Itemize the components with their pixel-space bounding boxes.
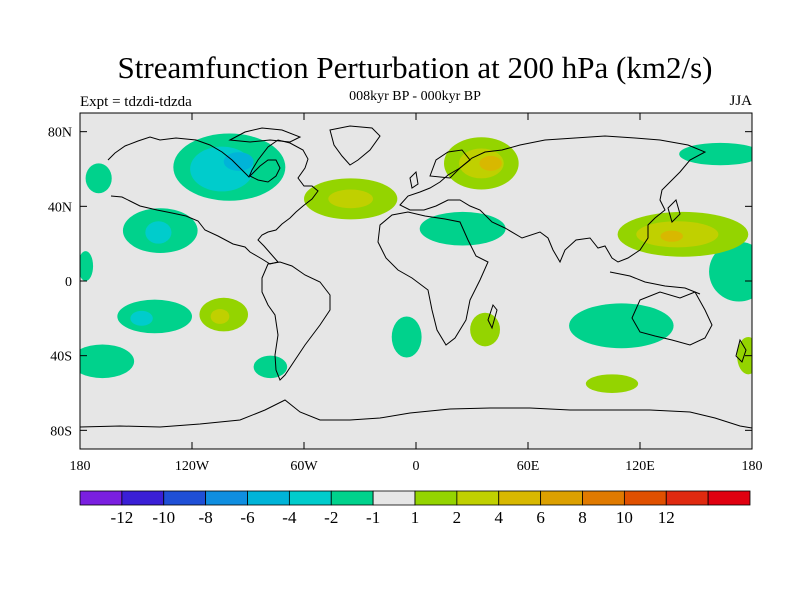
colorbar-swatch-11: [540, 490, 583, 506]
lat-tick-label-0: 80N: [48, 126, 72, 141]
anomaly-region-3: [223, 152, 254, 171]
experiment-label: Expt = tdzdi-tdzda: [80, 94, 192, 110]
colorbar-label-12: 10: [616, 508, 633, 527]
colorbar-label-10: 6: [536, 508, 545, 527]
lon-tick-label-3: 0: [413, 459, 420, 474]
anomaly-region-26: [470, 312, 501, 347]
map-axes: 180 120W 60W 0 60E 120E 180 80N 40N 0 40S 80S: [48, 113, 763, 474]
coastline-madagascar: [487, 303, 498, 330]
anomaly-region-18: [479, 155, 502, 171]
coastline-australia: [631, 291, 713, 346]
colorbar-swatch-4: [247, 490, 290, 506]
lon-tick-label-2: 60W: [290, 459, 318, 474]
coastline-africa: [377, 211, 489, 346]
colorbar-swatch-6: [330, 490, 374, 506]
colorbar-label-4: -4: [282, 508, 297, 527]
colorbar-label-3: -6: [240, 508, 254, 527]
colorbar-label-2: -8: [199, 508, 213, 527]
coastline-new-zealand: [735, 338, 747, 363]
anomaly-region-7: [117, 299, 192, 334]
lon-tick-label-5: 120E: [625, 459, 655, 474]
colorbar-swatch-10: [498, 490, 542, 506]
anomaly-region-9: [80, 344, 135, 379]
coastline-north-america: [107, 136, 319, 265]
map-subtitle: 008kyr BP - 000kyr BP: [349, 89, 481, 104]
coastline-hudson-bay: [249, 159, 281, 183]
anomaly-region-11: [391, 316, 422, 358]
colorbar-label-11: 8: [578, 508, 587, 527]
lon-tick-label-1: 120W: [175, 459, 210, 474]
coastlines: [80, 125, 752, 429]
anomaly-region-23: [660, 230, 683, 242]
anomaly-region-10: [253, 355, 288, 379]
colorbar-label-8: 2: [453, 508, 462, 527]
anomaly-region-8: [130, 310, 153, 326]
colorbar-label-9: 4: [495, 508, 504, 527]
coastline-british-isles: [409, 170, 419, 189]
colorbar-swatch-8: [414, 490, 458, 506]
colorbar-swatch-2: [163, 490, 207, 506]
colorbar-label-13: 12: [658, 508, 675, 527]
lat-tick-label-4: 80S: [50, 424, 72, 439]
coastline-eurasia: [399, 135, 707, 264]
colorbar-swatch-14: [665, 490, 709, 506]
colorbar-swatch-9: [456, 490, 500, 506]
coastline-canadian-arctic: [228, 127, 302, 143]
anomaly-region-5: [145, 221, 172, 244]
lat-tick-label-1: 40N: [48, 200, 72, 215]
colorbar-swatch-3: [205, 490, 248, 506]
colorbar-label-5: -2: [324, 508, 338, 527]
anomaly-contours: [80, 133, 752, 393]
coastline-south-america: [261, 261, 331, 381]
season-label: JJA: [729, 93, 752, 109]
anomaly-region-14: [709, 241, 752, 302]
colorbar-label-6: -1: [366, 508, 380, 527]
colorbar-label-1: -10: [152, 508, 175, 527]
lat-tick-label-2: 0: [65, 275, 72, 290]
colorbar-swatch-13: [623, 490, 667, 506]
colorbar-swatch-1: [121, 490, 165, 506]
coastline-japan: [667, 199, 681, 223]
anomaly-region-13: [569, 303, 674, 349]
lon-tick-label-0: 180: [70, 459, 91, 474]
colorbar: -12 -10 -8 -6 -4 -2 -1 1 2 4 6 8 10 12: [79, 490, 751, 527]
colorbar-swatch-12: [582, 490, 625, 506]
lon-tick-label-4: 60E: [517, 459, 540, 474]
colorbar-label-7: 1: [411, 508, 420, 527]
anomaly-region-20: [328, 189, 374, 209]
coastline-indonesia: [609, 271, 701, 295]
lon-tick-label-6: 180: [742, 459, 763, 474]
colorbar-swatch-0: [79, 490, 123, 506]
anomaly-region-15: [80, 251, 94, 281]
coastline-antarctica: [80, 399, 752, 429]
map-title: Streamfunction Perturbation at 200 hPa (…: [117, 50, 713, 85]
anomaly-region-27: [585, 374, 639, 393]
colorbar-label-0: -12: [111, 508, 134, 527]
colorbar-swatch-15: [707, 490, 751, 506]
anomaly-region-25: [210, 309, 230, 324]
colorbar-swatch-7: [372, 490, 416, 506]
colorbar-swatch-5: [288, 490, 332, 506]
lat-tick-label-3: 40S: [50, 350, 72, 365]
anomaly-region-6: [85, 163, 112, 194]
coastline-greenland: [329, 125, 381, 166]
coastline-scandinavia: [429, 149, 471, 179]
